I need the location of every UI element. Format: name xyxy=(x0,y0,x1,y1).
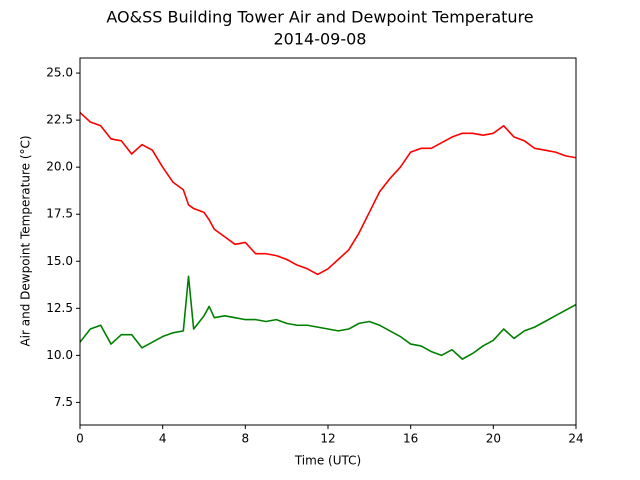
chart-subtitle: 2014-09-08 xyxy=(274,30,367,49)
x-tick-label: 8 xyxy=(242,432,250,446)
y-tick-label: 20.0 xyxy=(46,160,73,174)
plot-frame xyxy=(79,57,577,426)
y-tick-label: 12.5 xyxy=(46,301,73,315)
y-tick-label: 10.0 xyxy=(46,348,73,362)
series-line xyxy=(79,275,577,360)
x-tick-label: 20 xyxy=(486,432,501,446)
chart-title: AO&SS Building Tower Air and Dewpoint Te… xyxy=(106,8,533,27)
y-tick-label: 15.0 xyxy=(46,254,73,268)
y-axis-label: Air and Dewpoint Temperature (°C) xyxy=(19,135,33,346)
x-tick-label: 0 xyxy=(76,432,84,446)
y-tick-label: 22.5 xyxy=(46,113,73,127)
x-tick-label: 12 xyxy=(320,432,335,446)
x-tick-label: 16 xyxy=(403,432,418,446)
x-tick-label: 4 xyxy=(159,432,167,446)
x-tick-label: 24 xyxy=(568,432,583,446)
y-tick-label: 25.0 xyxy=(46,66,73,80)
y-tick-label: 17.5 xyxy=(46,207,73,221)
x-axis-label: Time (UTC) xyxy=(294,454,361,468)
series-line xyxy=(79,111,577,276)
y-tick-label: 7.5 xyxy=(54,395,73,409)
